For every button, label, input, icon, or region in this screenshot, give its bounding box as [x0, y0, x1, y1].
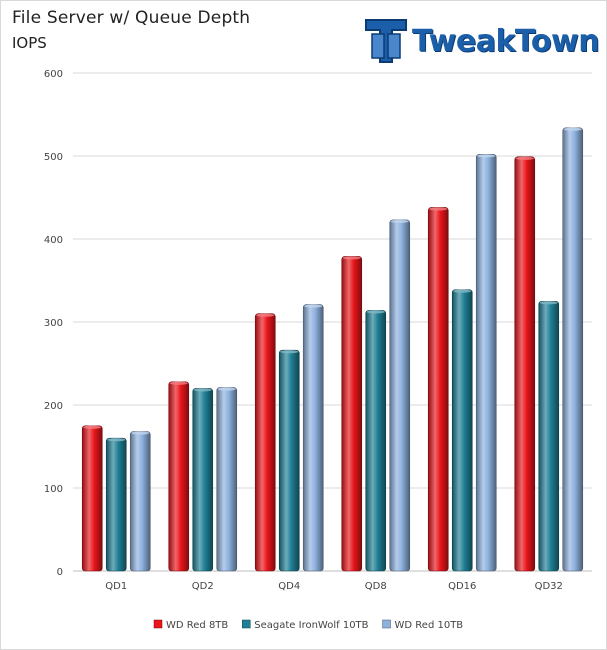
x-tick-label: QD16 [448, 581, 476, 592]
bar-qd16-series-1 [451, 289, 473, 572]
y-tick-label: 100 [44, 484, 63, 495]
y-tick-label: 0 [57, 567, 63, 578]
bar-cap [390, 219, 409, 224]
bar-cap [515, 156, 534, 160]
x-tick-label: QD1 [105, 581, 127, 592]
bar-cap [342, 256, 361, 260]
bar-cap [429, 207, 448, 211]
bar-qd32-series-1 [538, 300, 560, 572]
tweaktown-logo: TweakTown [362, 12, 600, 72]
bar-cap [256, 313, 275, 317]
legend-label: WD Red 8TB [166, 620, 228, 631]
chart-subtitle: IOPS [12, 34, 47, 52]
y-tick-label: 200 [44, 401, 63, 412]
bar-cap [169, 381, 188, 385]
legend-label: WD Red 10TB [395, 620, 464, 631]
bar-cap [83, 425, 102, 429]
bar-qd32-series-0 [514, 156, 536, 572]
bar-cap [453, 289, 472, 293]
bar-qd4-series-1 [278, 349, 300, 572]
x-tick-label: QD32 [535, 581, 563, 592]
y-tick-label: 500 [44, 152, 63, 163]
bar-qd4-series-0 [254, 313, 276, 572]
bar-qd2-series-0 [168, 381, 190, 572]
bar-cap [304, 304, 323, 308]
bar-qd32-series-2 [562, 127, 584, 572]
bar-cap [280, 350, 299, 354]
legend-swatch [153, 619, 163, 629]
bar-qd8-series-0 [341, 256, 363, 572]
bar-cap [563, 127, 582, 131]
bar-qd1-series-0 [81, 425, 103, 572]
x-tick-label: QD2 [192, 581, 214, 592]
bar-cap [539, 301, 558, 305]
y-tick-label: 600 [44, 69, 63, 80]
bar-cap [131, 431, 150, 435]
bar-cap [217, 387, 236, 391]
bar-qd2-series-2 [216, 387, 238, 572]
legend-label: Seagate IronWolf 10TB [254, 620, 368, 631]
bar-qd1-series-1 [105, 437, 127, 572]
bar-qd16-series-0 [427, 207, 449, 572]
tweaktown-logo-icon [365, 19, 407, 63]
y-tick-label: 400 [44, 235, 63, 246]
x-tick-label: QD4 [278, 581, 300, 592]
bar-qd16-series-2 [475, 154, 497, 572]
bar-qd8-series-2 [389, 219, 411, 572]
legend-swatch [242, 619, 251, 629]
bar-qd4-series-2 [302, 304, 324, 572]
bar-cap [366, 310, 385, 314]
y-tick-label: 300 [44, 318, 63, 329]
bar-qd2-series-1 [192, 388, 214, 572]
bar-qd8-series-1 [365, 310, 387, 572]
chart-title: File Server w/ Queue Depth [12, 8, 251, 28]
bar-cap [477, 154, 496, 158]
legend-swatch [382, 619, 391, 629]
logo-text: TweakTown [412, 24, 600, 59]
bar-cap [193, 388, 212, 392]
bar-qd1-series-2 [129, 431, 151, 572]
x-tick-label: QD8 [365, 581, 387, 592]
bar-cap [107, 438, 126, 442]
